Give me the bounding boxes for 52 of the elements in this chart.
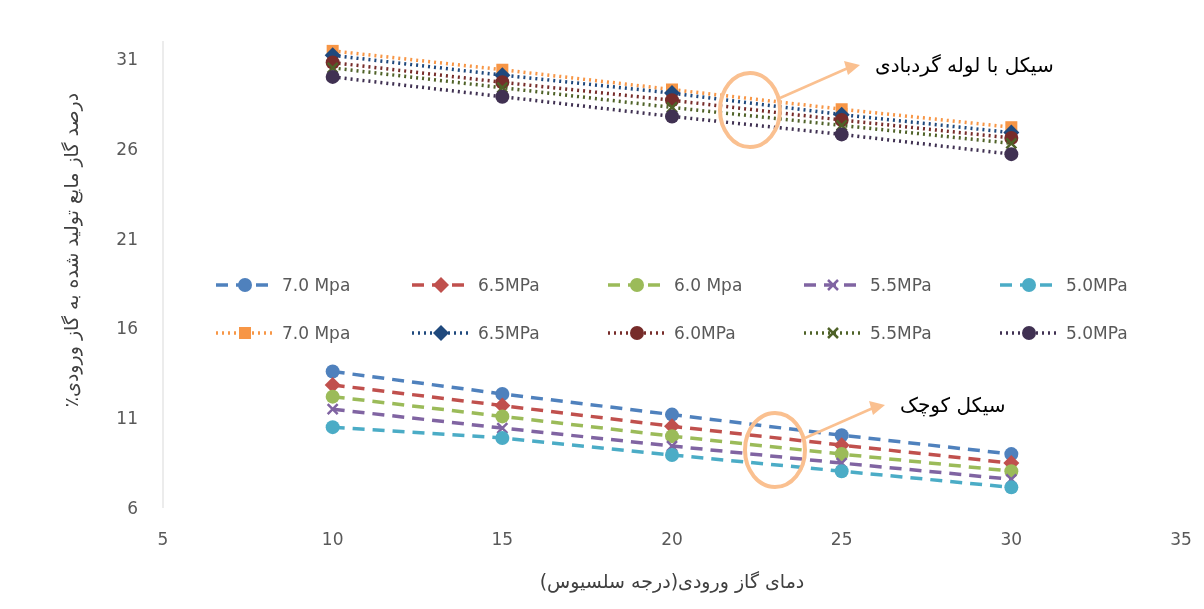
- y-tick-label: 26: [116, 138, 138, 159]
- legend-label: 7.0 Mpa: [282, 275, 351, 295]
- x-tick-label: 35: [1170, 529, 1192, 549]
- point: [324, 376, 341, 393]
- point: [495, 386, 510, 401]
- y-tick-label: 21: [116, 228, 138, 249]
- legend-label: 5.5MPa: [870, 275, 932, 295]
- point: [834, 464, 849, 479]
- x-tick-label: 25: [830, 529, 853, 549]
- point: [665, 407, 679, 422]
- legend-label: 6.5MPa: [478, 275, 540, 295]
- y-tick-label: 31: [116, 48, 138, 69]
- legend-label: 5.0MPa: [1066, 323, 1128, 343]
- point: [665, 439, 679, 453]
- point: [325, 389, 340, 404]
- x-axis-title: دمای گاز ورودی(درجه سلسیوس): [539, 570, 805, 593]
- x-tick-label: 5: [157, 529, 169, 549]
- y-tick-label: 16: [116, 318, 138, 339]
- point: [495, 409, 510, 424]
- point: [1004, 480, 1019, 495]
- point: [326, 61, 339, 75]
- point: [665, 109, 679, 124]
- point: [834, 127, 849, 142]
- point: [325, 69, 340, 84]
- point: [665, 101, 679, 114]
- point: [1005, 137, 1018, 150]
- annotation: سیکل کوچک: [900, 393, 1006, 417]
- legend-label: 6.5MPa: [478, 323, 540, 343]
- point: [1004, 147, 1019, 162]
- point: [835, 456, 848, 470]
- x-tick-label: 30: [1000, 529, 1023, 549]
- legend-label: 6.0 Mpa: [674, 275, 743, 295]
- x-tick-label: 10: [321, 529, 344, 549]
- y-tick-label: 11: [116, 408, 138, 429]
- point: [665, 448, 679, 463]
- point: [665, 429, 679, 444]
- x-tick-label: 15: [491, 529, 514, 549]
- point: [495, 430, 510, 445]
- y-tick-label: 6: [127, 498, 138, 518]
- point: [496, 81, 509, 94]
- legend-label: 5.5MPa: [870, 323, 932, 343]
- annotation: سیکل با لوله گردبادی: [875, 53, 1054, 77]
- legend-label: 7.0 Mpa: [282, 323, 351, 343]
- point: [325, 364, 340, 379]
- legend-label: 5.0MPa: [1066, 275, 1128, 295]
- point: [325, 420, 340, 435]
- x-tick-label: 20: [661, 529, 683, 549]
- point: [495, 89, 510, 104]
- legend-label: 6.0MPa: [674, 323, 736, 343]
- y-axis-title: درصد گاز مایع تولید شده به گاز ورودی٪: [60, 92, 83, 408]
- point: [326, 402, 339, 416]
- point: [496, 421, 509, 435]
